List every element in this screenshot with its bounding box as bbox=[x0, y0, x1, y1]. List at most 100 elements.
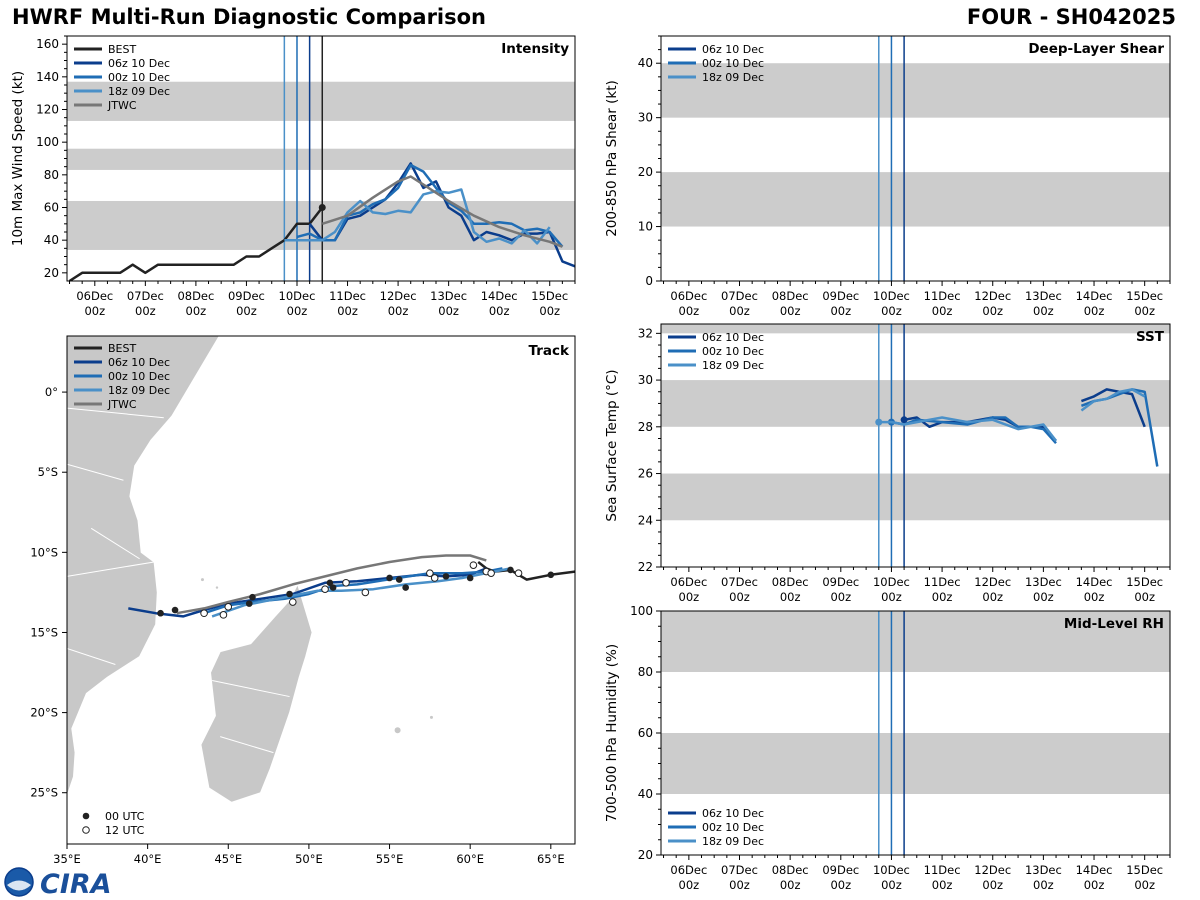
intensity-legend-label: 06z 10 Dec bbox=[108, 57, 170, 70]
intensity-ytick-label: 100 bbox=[36, 135, 59, 149]
storm-id: FOUR - SH042025 bbox=[966, 5, 1176, 29]
sst-threshold-band bbox=[661, 473, 1170, 521]
intensity-xtick-day: 07Dec bbox=[127, 289, 164, 303]
sst-plot-area bbox=[875, 324, 1159, 567]
shear-xtick-hour: 00z bbox=[679, 304, 700, 318]
intensity-panel: 2040608010012014016006Dec00z07Dec00z08De… bbox=[10, 35, 576, 318]
track-legend-label: 06z 10 Dec bbox=[108, 356, 170, 369]
track-marker-00utc bbox=[286, 590, 293, 598]
shear-xtick-day: 09Dec bbox=[822, 289, 859, 303]
track-marker-00utc bbox=[466, 574, 474, 582]
sst-legend-label: 06z 10 Dec bbox=[702, 331, 764, 344]
track-legend-label: 00z 10 Dec bbox=[108, 370, 170, 383]
border-line bbox=[67, 648, 116, 665]
track-marker-00utc bbox=[402, 584, 409, 591]
rh-xtick-hour: 00z bbox=[1134, 878, 1155, 892]
sst-xtick-hour: 00z bbox=[982, 590, 1003, 604]
track-legend-12utc-label: 12 UTC bbox=[105, 824, 145, 837]
track-marker-12utc bbox=[514, 569, 523, 577]
track-panel: 35°E 40°E 45°E 50°E 55°E 60°E 65°E 0° 5°S 10°S 15°… bbox=[30, 335, 576, 866]
intensity-ytick-label: 40 bbox=[44, 233, 59, 247]
track-legend-label: BEST bbox=[108, 342, 136, 355]
sst-xtick-hour: 00z bbox=[881, 590, 902, 604]
shear-xtick-day: 06Dec bbox=[670, 289, 707, 303]
shear-xtick-day: 15Dec bbox=[1126, 289, 1163, 303]
sst-title: SST bbox=[1136, 329, 1165, 345]
shear-xtick-hour: 00z bbox=[932, 304, 953, 318]
madagascar-landmass bbox=[200, 583, 313, 803]
sst-legend-label: 00z 10 Dec bbox=[702, 345, 764, 358]
track-ytick-label: 20°S bbox=[30, 706, 58, 720]
shear-xtick-hour: 00z bbox=[1134, 304, 1155, 318]
intensity-series-marker bbox=[318, 204, 326, 211]
sst-xtick-hour: 00z bbox=[1134, 590, 1155, 604]
rh-ytick-label: 20 bbox=[638, 848, 653, 862]
track-xtick-label: 55°E bbox=[376, 852, 404, 866]
rh-xtick-day: 13Dec bbox=[1025, 863, 1062, 877]
rh-xtick-hour: 00z bbox=[982, 878, 1003, 892]
track-ytick-label: 15°S bbox=[30, 625, 58, 639]
sst-xtick-hour: 00z bbox=[830, 590, 851, 604]
intensity-xtick-day: 14Dec bbox=[481, 289, 518, 303]
shear-ytick-label: 30 bbox=[638, 111, 653, 125]
track-marker-12utc bbox=[430, 574, 439, 582]
sst-xtick-day: 11Dec bbox=[924, 575, 961, 589]
intensity-xtick-hour: 00z bbox=[438, 304, 459, 318]
track-marker-12utc bbox=[469, 561, 478, 569]
track-marker-00utc bbox=[386, 574, 393, 582]
track-marker-00utc bbox=[157, 609, 164, 617]
track-legend-label: 18z 09 Dec bbox=[108, 384, 170, 397]
shear-legend-label: 18z 09 Dec bbox=[702, 71, 764, 84]
shear-panel: 01020304006Dec00z07Dec00z08Dec00z09Dec00… bbox=[604, 35, 1171, 318]
intensity-xtick-hour: 00z bbox=[186, 304, 207, 318]
intensity-ytick-label: 160 bbox=[36, 37, 59, 51]
rh-xtick-hour: 00z bbox=[1033, 878, 1054, 892]
shear-threshold-band bbox=[661, 172, 1170, 227]
track-line bbox=[176, 554, 487, 615]
track-marker-00utc bbox=[395, 576, 403, 583]
intensity-xtick-hour: 00z bbox=[337, 304, 358, 318]
sst-xtick-day: 09Dec bbox=[822, 575, 859, 589]
shear-xtick-day: 12Dec bbox=[974, 289, 1011, 303]
track-legend-00utc-label: 00 UTC bbox=[105, 810, 145, 823]
shear-ytick-label: 40 bbox=[638, 56, 653, 70]
rh-xtick-hour: 00z bbox=[679, 878, 700, 892]
track-line bbox=[211, 567, 511, 618]
border-line bbox=[220, 736, 274, 754]
track-marker-12utc bbox=[342, 578, 350, 587]
sst-ytick-label: 24 bbox=[638, 513, 653, 527]
rh-xtick-day: 08Dec bbox=[772, 863, 809, 877]
track-marker-12utc bbox=[224, 603, 233, 611]
rh-plot-area bbox=[878, 611, 905, 855]
sst-ytick-label: 32 bbox=[638, 326, 653, 340]
track-marker-00utc bbox=[507, 566, 514, 574]
sst-series-line bbox=[891, 416, 1057, 445]
intensity-ylabel: 10m Max Wind Speed (kt) bbox=[10, 71, 26, 246]
track-marker-12utc bbox=[200, 609, 208, 618]
sst-ytick-label: 30 bbox=[638, 373, 653, 387]
track-xtick-label: 50°E bbox=[295, 852, 323, 866]
intensity-ytick-label: 140 bbox=[36, 70, 59, 84]
rh-xtick-hour: 00z bbox=[932, 878, 953, 892]
intensity-series-line bbox=[284, 188, 551, 245]
intensity-series-line bbox=[296, 163, 564, 248]
intensity-xtick-hour: 00z bbox=[489, 304, 510, 318]
intensity-xtick-day: 08Dec bbox=[177, 289, 214, 303]
shear-xtick-day: 07Dec bbox=[721, 289, 758, 303]
rh-xtick-hour: 00z bbox=[1084, 878, 1105, 892]
track-ytick-label: 25°S bbox=[30, 786, 58, 800]
intensity-xtick-day: 06Dec bbox=[76, 289, 113, 303]
rh-ylabel: 700-500 hPa Humidity (%) bbox=[604, 644, 620, 822]
track-marker-12utc bbox=[219, 611, 228, 619]
comoros-island bbox=[200, 578, 204, 582]
track-marker-00utc bbox=[442, 573, 450, 580]
track-marker-00utc bbox=[171, 606, 179, 614]
shear-ytick-label: 20 bbox=[638, 165, 653, 179]
sst-xtick-hour: 00z bbox=[932, 590, 953, 604]
track-ytick-label: 5°S bbox=[38, 465, 58, 479]
rh-xtick-day: 06Dec bbox=[670, 863, 707, 877]
sst-xtick-day: 12Dec bbox=[974, 575, 1011, 589]
shear-legend-label: 00z 10 Dec bbox=[702, 57, 764, 70]
intensity-ytick-label: 120 bbox=[36, 103, 59, 117]
rh-xtick-day: 10Dec bbox=[873, 863, 910, 877]
